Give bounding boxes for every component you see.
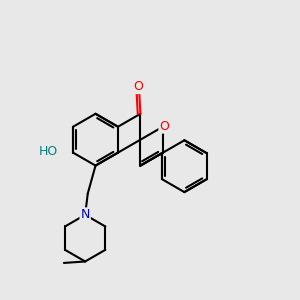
Text: HO: HO [39,145,58,158]
Text: N: N [80,208,90,221]
Text: O: O [134,80,143,93]
Text: O: O [159,120,169,133]
